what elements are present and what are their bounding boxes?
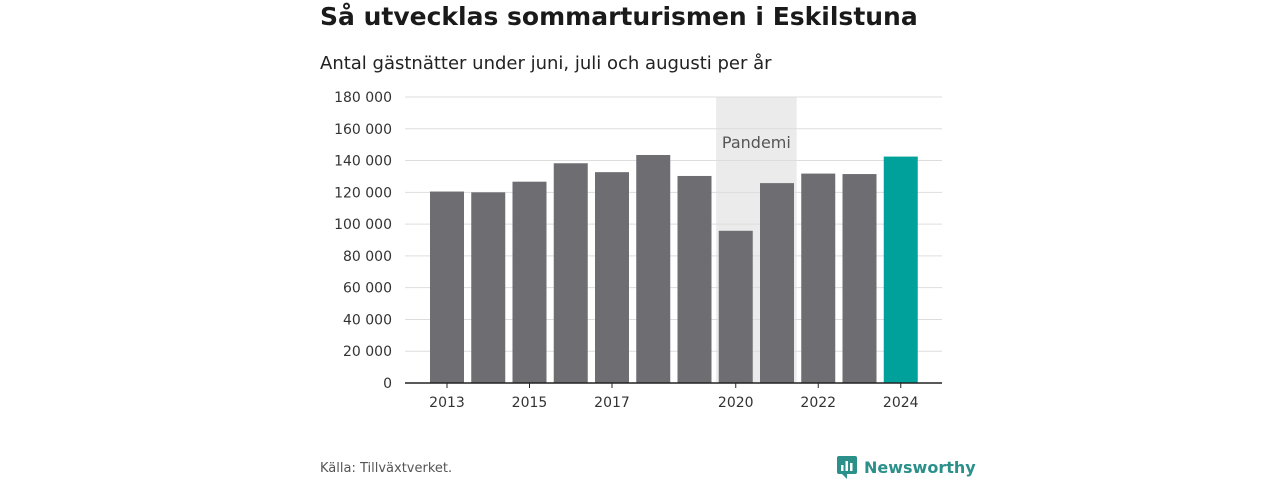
x-tick-label: 2013 bbox=[429, 395, 465, 411]
brand-logo: Newsworthy bbox=[836, 455, 976, 479]
x-tick-label: 2015 bbox=[512, 395, 548, 411]
bar bbox=[677, 175, 712, 383]
x-tick-label: 2024 bbox=[883, 395, 919, 411]
y-tick-label: 80 000 bbox=[343, 249, 392, 265]
brand-name: Newsworthy bbox=[864, 457, 976, 477]
x-tick-label: 2020 bbox=[718, 395, 754, 411]
y-tick-label: 180 000 bbox=[334, 90, 392, 106]
newsworthy-logo-icon bbox=[837, 456, 857, 479]
bar bbox=[842, 174, 877, 383]
y-tick-label: 40 000 bbox=[343, 312, 392, 328]
bar bbox=[636, 154, 671, 383]
bar bbox=[718, 230, 753, 383]
bar bbox=[553, 163, 588, 383]
pandemic-label: Pandemi bbox=[722, 133, 791, 152]
chart-title: Så utvecklas sommarturismen i Eskilstuna bbox=[320, 2, 918, 31]
bar bbox=[595, 172, 629, 383]
source-note: Källa: Tillväxtverket. bbox=[320, 461, 453, 476]
y-tick-label: 140 000 bbox=[334, 154, 392, 170]
bar bbox=[430, 191, 464, 383]
y-tick-label: 60 000 bbox=[343, 281, 392, 297]
y-tick-label: 0 bbox=[383, 376, 392, 392]
y-tick-label: 100 000 bbox=[334, 217, 392, 233]
bar bbox=[512, 181, 547, 383]
bar bbox=[471, 192, 506, 383]
bar bbox=[801, 173, 836, 383]
x-tick-label: 2017 bbox=[594, 395, 630, 411]
bar bbox=[883, 156, 918, 383]
bar bbox=[760, 183, 794, 383]
chart-subtitle: Antal gästnätter under juni, juli och au… bbox=[320, 53, 772, 74]
x-tick-label: 2022 bbox=[800, 395, 836, 411]
y-tick-label: 20 000 bbox=[343, 344, 392, 360]
y-tick-label: 160 000 bbox=[334, 122, 392, 138]
y-tick-label: 120 000 bbox=[334, 185, 392, 201]
